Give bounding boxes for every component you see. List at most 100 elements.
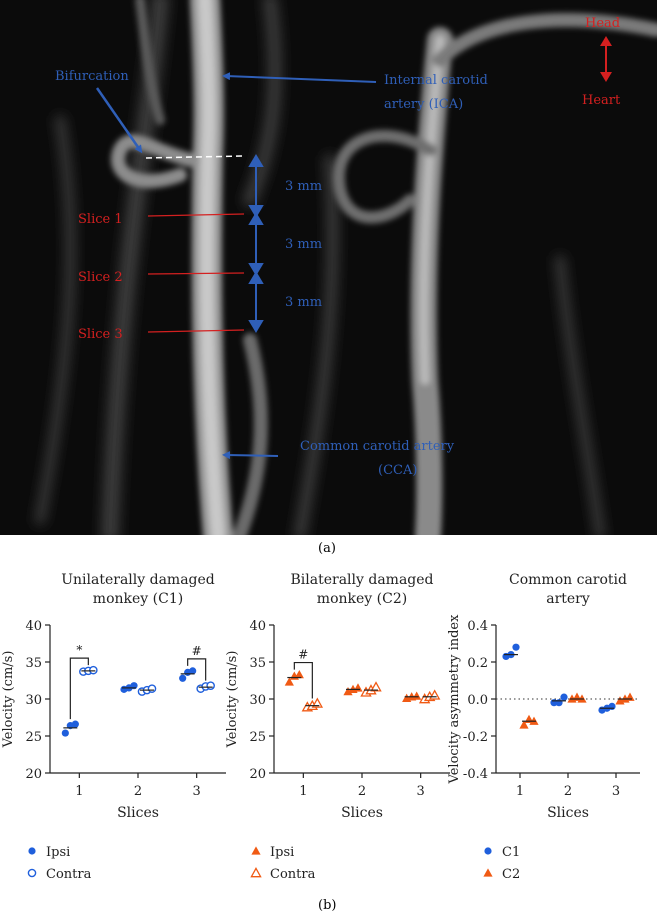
significance-symbol: * (76, 643, 82, 657)
y-tick-label: 25 (249, 730, 266, 745)
x-tick-label: 2 (358, 784, 366, 799)
y-tick-label: -0.4 (463, 767, 488, 782)
significance-symbol: # (192, 644, 202, 658)
x-tick-label: 1 (516, 784, 524, 799)
y-tick-label: 35 (25, 656, 42, 671)
data-point-ipsi (412, 691, 422, 700)
y-tick-label: 35 (249, 656, 266, 671)
legend-label: Ipsi (270, 845, 294, 860)
legend-label: Ipsi (46, 845, 70, 860)
data-point-ipsi (61, 729, 69, 737)
chart-title-line2: artery (546, 591, 590, 607)
x-tick-label: 2 (134, 784, 142, 799)
dist2-arrow-head-up (248, 212, 264, 225)
cca-arrow (222, 451, 279, 460)
y-tick-label: -0.2 (463, 730, 488, 745)
x-tick-label: 1 (75, 784, 83, 799)
data-point-ipsi (71, 720, 79, 728)
dist2-label: 3 mm (285, 237, 322, 252)
data-point-c1 (555, 699, 563, 707)
y-tick-label: 40 (249, 619, 266, 634)
heart-label: Heart (582, 93, 621, 108)
legend-label: Contra (46, 867, 92, 882)
chart-title-line1: Unilaterally damaged (61, 572, 215, 588)
data-point-contra (89, 665, 98, 675)
data-point-ipsi (343, 687, 353, 696)
y-tick-label: 0.4 (467, 619, 488, 634)
chart-1: Unilaterally damaged monkey (C1) 20 25 30 35 4… (1, 572, 226, 882)
legend-label: Contra (270, 867, 316, 882)
chart-title-line2: monkey (C2) (317, 591, 407, 607)
data-point-c1 (512, 643, 520, 651)
data-point-ipsi (179, 674, 187, 682)
slice3-label: Slice 3 (78, 327, 123, 342)
y-axis-label: Velocity (cm/s) (1, 651, 16, 749)
cca-label-line2: (CCA) (378, 463, 417, 478)
y-tick-label: 40 (25, 619, 42, 634)
significance-symbol: # (298, 648, 308, 662)
cca-label-line1: Common carotid artery (300, 439, 455, 454)
slice1-line (147, 213, 245, 217)
y-tick-label: 25 (25, 730, 42, 745)
chart-title-line2: monkey (C1) (93, 591, 183, 607)
dist1-arrow-head-up (248, 154, 264, 167)
x-axis-label: Slices (547, 805, 589, 821)
charts-panel: Unilaterally damaged monkey (C1) 20 25 30 35 4… (0, 560, 657, 917)
data-point-ipsi (353, 683, 363, 692)
charts-svg: Unilaterally damaged monkey (C1) 20 25 30 35 4… (1, 572, 640, 882)
angiogram-panel: Bifurcation Internal carotid artery (ICA… (0, 0, 657, 550)
dist3-arrow-head-up (248, 271, 264, 284)
data-point-ipsi (189, 667, 197, 675)
legend-marker (27, 868, 37, 878)
y-tick-label: 20 (249, 767, 266, 782)
slice2-line (147, 272, 245, 275)
legend-marker (251, 846, 261, 855)
chart-3: Common carotid artery -0.4 -0.2 0.0 0.2 0.4 1 2 3… (447, 572, 640, 882)
dist3-label: 3 mm (285, 295, 322, 310)
dist1-arrow-head-down (248, 205, 264, 218)
slice2-label: Slice 2 (78, 270, 123, 285)
slice1-label: Slice 1 (78, 212, 123, 227)
chart-2: Bilaterally damaged monkey (C2) 20 25 30 35 40… (225, 572, 450, 882)
x-tick-label: 3 (417, 784, 425, 799)
chart-title-line1: Bilaterally damaged (291, 572, 434, 588)
orientation-arrow (600, 36, 612, 82)
data-point-contra (370, 681, 382, 692)
legend-label: C2 (502, 867, 520, 882)
data-point-contra (147, 684, 157, 693)
x-tick-label: 1 (299, 784, 307, 799)
data-point-c1 (560, 693, 568, 701)
data-point-c1 (608, 702, 616, 710)
ica-arrow (222, 72, 377, 83)
legend-marker (250, 867, 262, 878)
y-tick-label: 30 (249, 693, 266, 708)
data-point-c2 (519, 720, 529, 729)
ica-label-line1: Internal carotid (384, 73, 488, 88)
ica-label-line2: artery (ICA) (384, 97, 463, 112)
chart-title-line1: Common carotid (509, 572, 627, 588)
significance-bracket (293, 661, 313, 699)
dist3-arrow-head-down (248, 320, 264, 333)
head-label: Head (585, 16, 620, 31)
slice3-line (147, 329, 245, 333)
x-axis-label: Slices (341, 805, 383, 821)
x-tick-label: 2 (564, 784, 572, 799)
data-point-ipsi (294, 669, 304, 679)
significance-bracket (69, 657, 89, 720)
x-tick-label: 3 (193, 784, 201, 799)
y-axis-label: Velocity asymmetry index (447, 614, 462, 785)
data-point-contra (311, 697, 324, 708)
data-point-ipsi (284, 677, 294, 686)
y-tick-label: 0.2 (467, 656, 488, 671)
angiogram-image: Bifurcation Internal carotid artery (ICA… (0, 0, 657, 550)
legend-label: C1 (502, 845, 520, 860)
dist2-arrow-head-down (248, 263, 264, 276)
data-point-contra (206, 681, 215, 690)
panel-a-label: (a) (318, 541, 336, 556)
significance-bracket (187, 658, 207, 681)
legend-marker (28, 847, 36, 855)
bifurcation-level-line (145, 155, 245, 159)
y-axis-label: Velocity (cm/s) (225, 651, 240, 749)
y-tick-label: 30 (25, 693, 42, 708)
y-tick-label: 20 (25, 767, 42, 782)
